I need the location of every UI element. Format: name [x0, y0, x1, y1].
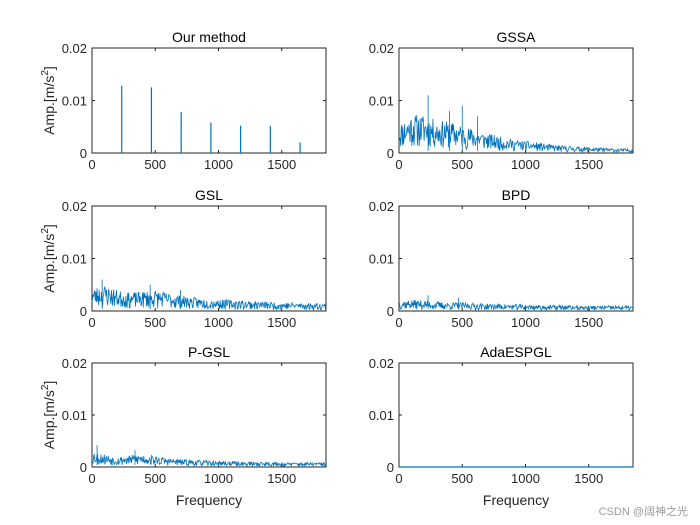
subplot-gssa: 0 500 1000 1500 0 0.01 0.02 GSSA	[369, 29, 634, 172]
watermark: CSDN @阔神之光	[598, 506, 688, 518]
x-tick-label: 1000	[204, 157, 233, 172]
chart-title: GSL	[195, 187, 223, 203]
subplot-adaespgl: 0 500 1000 1500 0 0.01 0.02 AdaESPGL Frequency	[369, 344, 634, 508]
y-axis-label: Amp.[m/s2]	[40, 381, 57, 450]
y-tick-label: 0	[387, 460, 394, 475]
y-tick-label: 0.01	[369, 252, 394, 267]
y-tick-label: 0.02	[62, 199, 87, 214]
y-tick-label: 0	[387, 146, 394, 161]
series-line	[398, 115, 634, 154]
x-tick-label: 0	[395, 315, 402, 330]
axes-box	[398, 205, 634, 312]
axes-box	[398, 362, 634, 468]
x-tick-label: 1500	[574, 157, 603, 172]
y-tick-label: 0.02	[62, 356, 87, 371]
x-axis-label: Frequency	[176, 492, 242, 508]
y-tick-label: 0.01	[369, 408, 394, 423]
x-tick-label: 1500	[267, 157, 296, 172]
axes-box	[91, 362, 327, 468]
subplot-bpd: 0 500 1000 1500 0 0.01 0.02 BPD	[369, 187, 634, 330]
y-tick-label: 0.02	[369, 356, 394, 371]
y-axis-label-end: ]	[41, 66, 57, 70]
subplot-our-method: 0 500 1000 1500 0 0.01 0.02 Our method Amp.[m/s2…	[40, 29, 327, 172]
y-tick-label: 0.01	[62, 408, 87, 423]
x-tick-label: 500	[144, 315, 166, 330]
x-tick-label: 1500	[267, 471, 296, 486]
x-tick-label: 1500	[574, 471, 603, 486]
y-axis-label-text: Amp.[m/s	[41, 76, 57, 135]
x-tick-label: 0	[395, 157, 402, 172]
x-tick-label: 500	[451, 157, 473, 172]
x-tick-label: 500	[451, 471, 473, 486]
y-axis-label-end: ]	[41, 224, 57, 228]
x-tick-label: 1000	[204, 471, 233, 486]
series-line	[91, 453, 327, 468]
chart-title: P-GSL	[188, 344, 230, 360]
series-line	[91, 286, 327, 311]
x-tick-label: 500	[451, 315, 473, 330]
x-tick-label: 0	[88, 471, 95, 486]
axes-box	[91, 47, 327, 154]
x-tick-label: 1000	[511, 157, 540, 172]
y-tick-label: 0	[80, 460, 87, 475]
y-tick-label: 0.01	[62, 252, 87, 267]
y-tick-label: 0.01	[62, 94, 87, 109]
y-axis-label-superscript: 2	[40, 384, 51, 390]
y-tick-label: 0	[80, 146, 87, 161]
axes-box	[91, 205, 327, 312]
x-tick-label: 1000	[511, 315, 540, 330]
x-tick-label: 0	[88, 315, 95, 330]
y-tick-label: 0.02	[62, 41, 87, 56]
x-tick-label: 1000	[204, 315, 233, 330]
x-tick-label: 0	[395, 471, 402, 486]
chart-title: Our method	[172, 29, 246, 45]
y-axis-label-text: Amp.[m/s	[41, 390, 57, 449]
x-tick-label: 1000	[511, 471, 540, 486]
y-axis-label-superscript: 2	[40, 228, 51, 234]
y-axis-label-text: Amp.[m/s	[41, 234, 57, 293]
y-tick-label: 0.01	[369, 94, 394, 109]
subplot-gsl: 0 500 1000 1500 0 0.01 0.02 GSL Amp.[m/s2]	[40, 187, 327, 330]
series-line	[398, 299, 634, 312]
x-tick-label: 500	[144, 471, 166, 486]
y-tick-label: 0.02	[369, 41, 394, 56]
y-axis-label: Amp.[m/s2]	[40, 66, 57, 135]
x-tick-label: 1500	[267, 315, 296, 330]
axes-box	[398, 47, 634, 154]
x-tick-label: 0	[88, 157, 95, 172]
y-tick-label: 0.02	[369, 199, 394, 214]
x-tick-label: 500	[144, 157, 166, 172]
y-tick-label: 0	[80, 304, 87, 319]
chart-title: BPD	[502, 187, 531, 203]
x-axis-label: Frequency	[483, 492, 549, 508]
y-axis-label-end: ]	[41, 381, 57, 385]
y-tick-label: 0	[387, 304, 394, 319]
y-axis-label: Amp.[m/s2]	[40, 224, 57, 293]
chart-title: GSSA	[497, 29, 537, 45]
subplot-p-gsl: 0 500 1000 1500 0 0.01 0.02 P-GSL Amp.[m/s2] Freq…	[40, 344, 327, 508]
chart-title: AdaESPGL	[480, 344, 552, 360]
y-axis-label-superscript: 2	[40, 70, 51, 76]
x-tick-label: 1500	[574, 315, 603, 330]
